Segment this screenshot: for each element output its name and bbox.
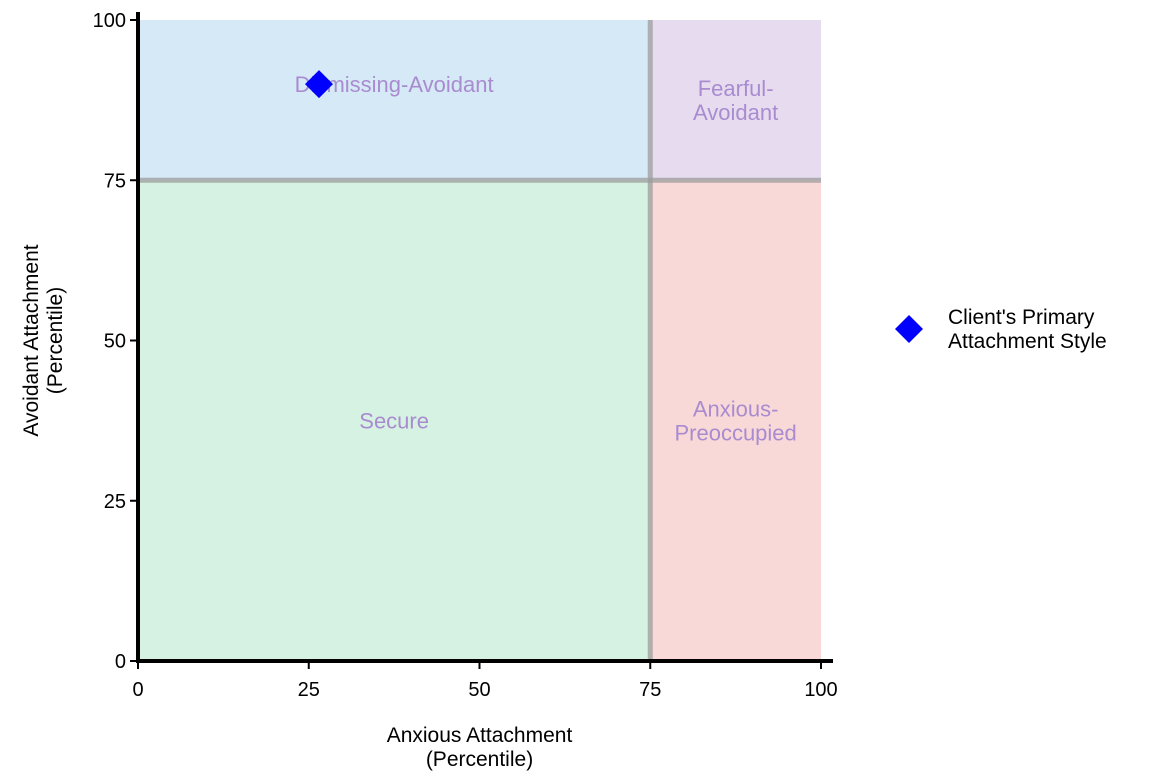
quadrant-layer <box>138 20 821 661</box>
quadrant-label-fearful-avoidant-line-1: Fearful- <box>698 76 774 101</box>
point-layer <box>304 70 333 99</box>
x-tick-label-0: 0 <box>132 679 143 701</box>
y-axis-title-line-2: (Percentile) <box>44 287 67 394</box>
x-tick-label-50: 50 <box>468 679 490 701</box>
legend-label-line-1: Client's Primary <box>948 306 1095 329</box>
quadrant-label-anxious-preoccupied-line-2: Preoccupied <box>674 421 796 446</box>
x-tick-label-25: 25 <box>298 679 320 701</box>
y-tick-label-75: 75 <box>104 170 126 192</box>
y-tick-label-0: 0 <box>115 651 126 673</box>
x-axis-title-line-1: Anxious Attachment <box>387 724 573 747</box>
quadrant-anxious-preoccupied <box>650 180 821 661</box>
quadrant-label-secure-line-1: Secure <box>359 409 429 434</box>
data-point-client-primary-attachment-style <box>304 70 333 99</box>
legend-marker-diamond <box>895 315 923 343</box>
quadrant-secure <box>138 180 651 661</box>
quadrant-dismissing-avoidant <box>138 20 651 181</box>
y-axis-title: Avoidant Attachment(Percentile) <box>20 244 67 436</box>
axes-layer <box>136 12 833 663</box>
y-tick-label-50: 50 <box>104 331 126 353</box>
quadrant-label-anxious-preoccupied-line-1: Anxious- <box>693 397 779 422</box>
x-tick-label-75: 75 <box>639 679 661 701</box>
x-axis-title-line-2: (Percentile) <box>426 748 533 771</box>
axis-title-layer: Anxious Attachment (Percentile)Avoidant A… <box>20 244 572 771</box>
legend: Client's Primary Attachment Style <box>895 306 1107 353</box>
x-axis-title: Anxious Attachment (Percentile) <box>387 724 573 771</box>
legend-label: Client's Primary Attachment Style <box>948 306 1107 353</box>
quadrant-fearful-avoidant <box>650 20 821 181</box>
tick-layer: 0 25 50 75 100 0 25 50 75 100 <box>93 10 838 701</box>
y-tick-label-25: 25 <box>104 491 126 513</box>
quadrant-label-secure: Secure <box>359 409 429 434</box>
threshold-layer <box>138 20 821 661</box>
quadrant-label-fearful-avoidant-line-2: Avoidant <box>693 100 778 125</box>
y-axis-title-line-1: Avoidant Attachment <box>20 244 43 436</box>
quadrant-label-fearful-avoidant: Fearful-Avoidant <box>693 76 778 125</box>
quadrant-label-anxious-preoccupied: Anxious-Preoccupied <box>674 397 796 446</box>
y-tick-label-100: 100 <box>93 10 126 32</box>
x-tick-label-100: 100 <box>804 679 837 701</box>
legend-label-line-2: Attachment Style <box>948 330 1107 353</box>
quadrant-label-layer: Dismissing-Avoidant Fearful-AvoidantSecur… <box>295 72 797 446</box>
